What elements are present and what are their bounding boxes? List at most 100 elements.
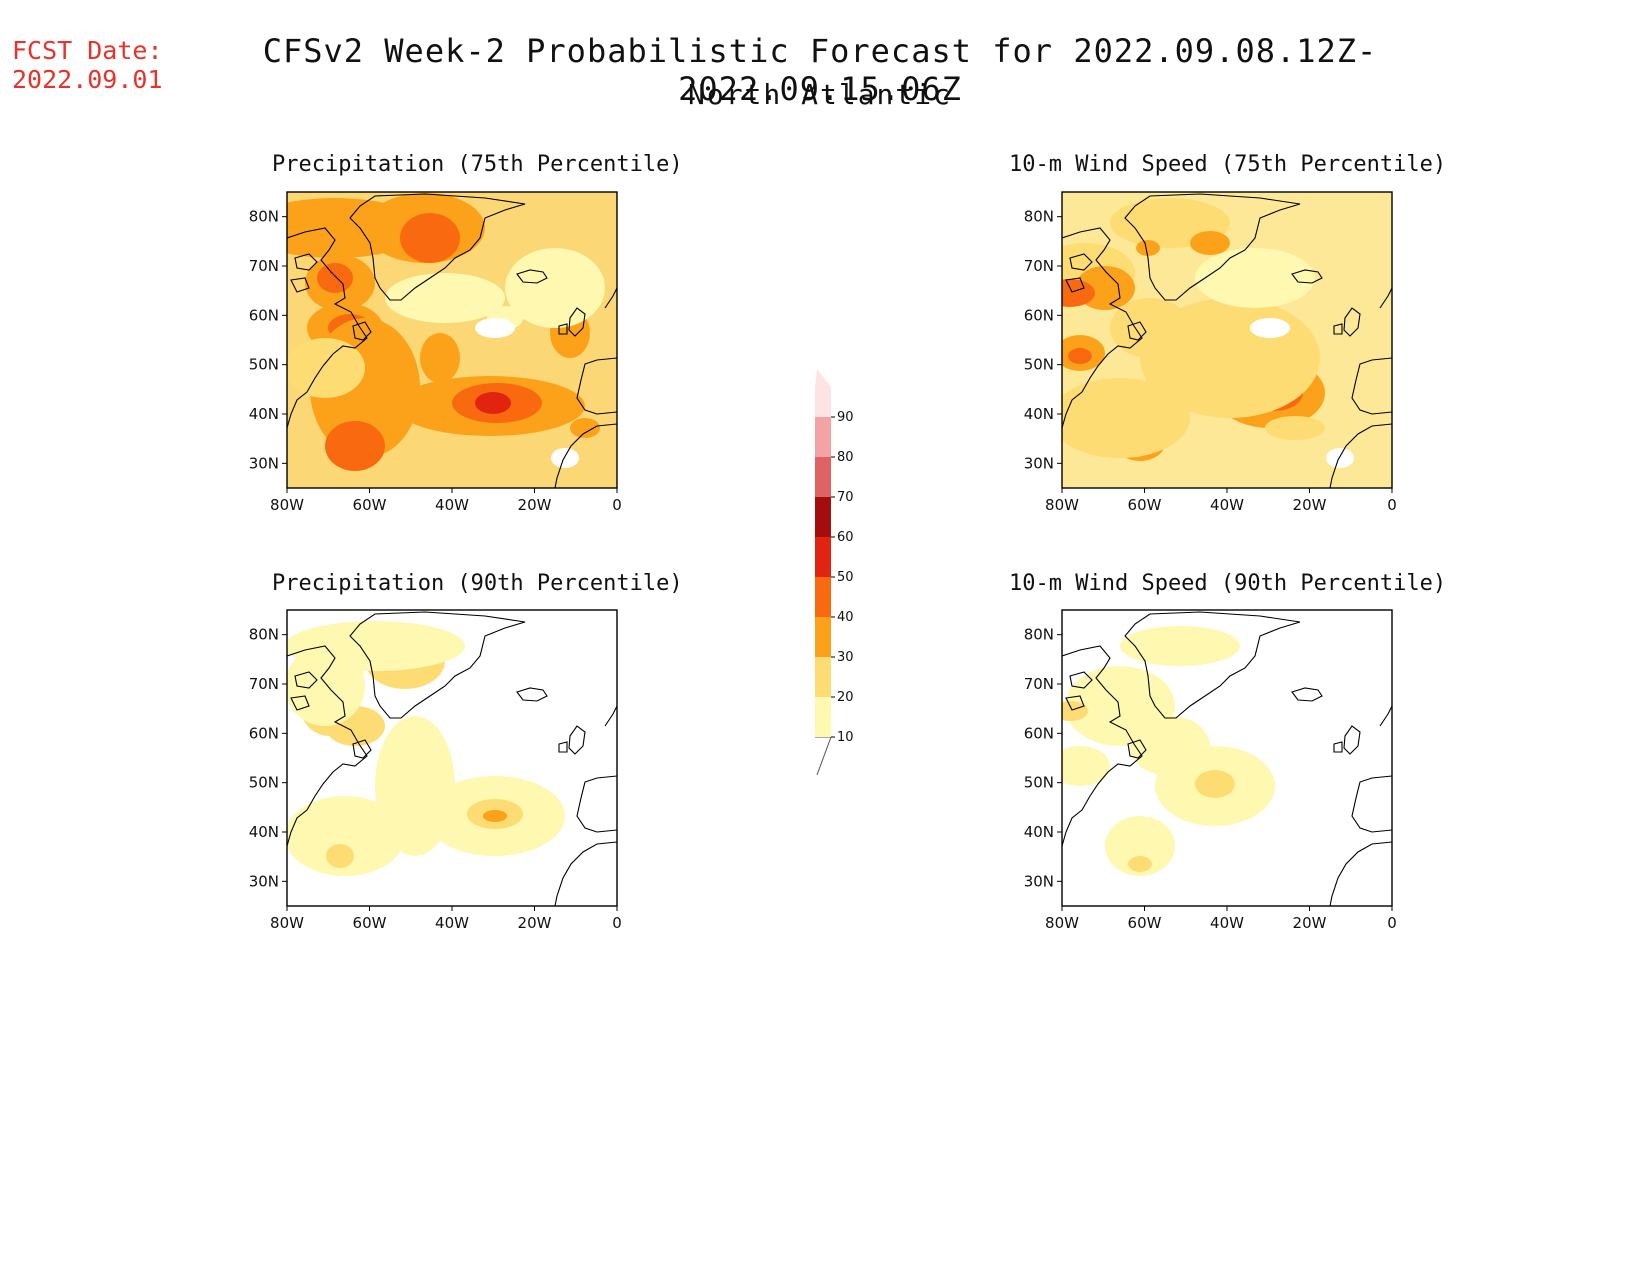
lon-tick-label: 0 [1387, 914, 1397, 932]
probability-contour [317, 263, 353, 293]
coastline [1062, 227, 1143, 429]
probability-contour [1062, 746, 1110, 786]
coastline [1343, 307, 1361, 337]
probability-contour [1265, 416, 1325, 440]
lon-tick-label: 0 [1387, 496, 1397, 514]
probability-contour [570, 418, 600, 438]
forecast-date-label: FCST Date: [12, 36, 163, 65]
lat-tick-label: 50N [1024, 356, 1054, 374]
probability-contour [287, 796, 405, 876]
lon-tick-label: 40W [1210, 914, 1244, 932]
probability-contour [1105, 816, 1175, 876]
coastline [1351, 357, 1392, 415]
coastline [1127, 739, 1147, 759]
probability-contour [1130, 716, 1210, 776]
probability-contour [1068, 348, 1092, 364]
lon-tick-label: 20W [518, 496, 552, 514]
colorbar-segment [815, 577, 831, 617]
colorbar: 10 20 30 40 50 60 70 80 90 [815, 369, 854, 776]
probability-contour [1120, 626, 1240, 666]
probability-gap [1250, 318, 1290, 338]
lon-tick-label: 60W [353, 914, 387, 932]
coastline [1379, 287, 1392, 309]
colorbar-label: 80 [837, 450, 854, 465]
shading-layer [1062, 198, 1354, 468]
shading-layer [287, 621, 565, 876]
lat-tick-label: 50N [1024, 774, 1054, 792]
shading-layer [1062, 626, 1275, 876]
lon-tick-label: 60W [1128, 914, 1162, 932]
lat-tick-label: 30N [1024, 454, 1054, 472]
lat-tick-label: 80N [249, 626, 279, 644]
probability-contour [420, 333, 460, 383]
coastline [1127, 321, 1147, 341]
lat-tick-label: 80N [1024, 626, 1054, 644]
probability-gap [475, 318, 515, 338]
colorbar-segment [815, 457, 831, 497]
region-subtitle: North Atlantic [687, 78, 952, 111]
colorbar-label: 30 [837, 650, 854, 665]
panel-title-precip75: Precipitation (75th Percentile) [272, 152, 683, 177]
probability-contour [483, 810, 507, 822]
probability-contour [505, 248, 605, 328]
coastline [516, 687, 548, 702]
coastline [604, 705, 617, 727]
lon-tick-label: 0 [612, 914, 622, 932]
lon-tick-label: 60W [353, 496, 387, 514]
coastline [1291, 687, 1323, 702]
lat-tick-label: 40N [249, 405, 279, 423]
lat-tick-label: 80N [249, 208, 279, 226]
coastline [294, 671, 318, 689]
colorbar-label: 40 [837, 610, 854, 625]
coastline [558, 323, 568, 335]
coastline [1329, 841, 1392, 906]
lon-tick-label: 80W [1045, 496, 1079, 514]
coastline [1329, 423, 1392, 488]
probability-contour [1110, 298, 1190, 358]
probability-contour [1062, 378, 1190, 458]
probability-contour [1128, 856, 1152, 872]
colorbar-segment [815, 657, 831, 697]
coastline [576, 775, 617, 833]
probability-contour [1195, 248, 1315, 308]
coastline [287, 645, 368, 847]
coastline [568, 725, 586, 755]
probability-contour [326, 844, 354, 868]
coastline [1124, 193, 1301, 301]
colorbar-segment [815, 697, 831, 737]
colorbar-segment [815, 617, 831, 657]
coastline [1379, 705, 1392, 727]
coastline [1343, 725, 1361, 755]
lon-tick-label: 80W [270, 914, 304, 932]
colorbar-label: 90 [837, 410, 854, 425]
coastline [604, 287, 617, 309]
lat-tick-label: 60N [249, 306, 279, 324]
colorbar-label: 60 [837, 530, 854, 545]
coastline [1291, 269, 1323, 284]
lon-tick-label: 20W [1293, 914, 1327, 932]
coastline [1069, 253, 1093, 271]
coastline [516, 269, 548, 284]
lon-tick-label: 80W [270, 496, 304, 514]
lat-tick-label: 40N [1024, 823, 1054, 841]
probability-contour [475, 392, 511, 414]
lon-tick-label: 40W [435, 496, 469, 514]
probability-contour [385, 273, 505, 323]
coastline [554, 423, 617, 488]
probability-contour [400, 213, 460, 263]
coastline [294, 253, 318, 271]
coastline [352, 321, 372, 341]
lat-tick-label: 50N [249, 774, 279, 792]
probability-contour [287, 646, 365, 726]
lon-tick-label: 60W [1128, 496, 1162, 514]
colorbar-segment [815, 497, 831, 537]
lat-tick-label: 30N [1024, 872, 1054, 890]
probability-contour [1190, 231, 1230, 255]
lat-tick-label: 70N [1024, 675, 1054, 693]
colorbar-label: 20 [837, 690, 854, 705]
coastlines [287, 193, 617, 488]
map-precip90: 80N 70N 60N 50N 40N 30N 80W 60W 40W 20W 0 [249, 609, 622, 932]
lat-tick-label: 80N [1024, 208, 1054, 226]
colorbar-label: 10 [837, 730, 854, 745]
coastline [1351, 775, 1392, 833]
